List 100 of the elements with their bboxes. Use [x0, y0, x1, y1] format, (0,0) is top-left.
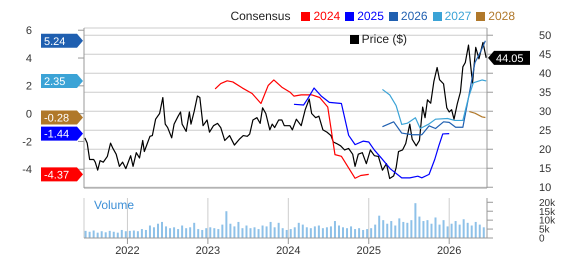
bar: [418, 216, 420, 238]
bar: [442, 220, 445, 238]
bar: [430, 224, 432, 238]
bar: [193, 222, 196, 238]
bar: [294, 227, 296, 238]
bar: [390, 221, 392, 238]
bar: [140, 229, 143, 238]
bar: [370, 228, 372, 238]
bar: [446, 226, 449, 238]
bar: [245, 226, 248, 238]
y2-tick-label: 50: [539, 30, 552, 42]
x-tick-label: 2025: [356, 244, 381, 257]
legend-label: Price ($): [362, 32, 407, 46]
legend-label: 2028: [488, 9, 515, 23]
bar: [225, 211, 228, 238]
legend-label: 2026: [400, 9, 428, 23]
bar: [241, 228, 244, 238]
bar: [438, 224, 441, 238]
y-tick-label: 6: [26, 25, 32, 38]
legend-title: Consensus: [230, 9, 290, 23]
bar: [217, 229, 220, 238]
bar: [462, 219, 465, 238]
y2-tick-label: 20: [539, 144, 552, 156]
bar: [314, 226, 316, 238]
bar: [422, 221, 424, 238]
y-tick-label: 0: [26, 108, 32, 121]
bar: [330, 226, 332, 238]
bar: [144, 230, 147, 238]
y2-tick-label: 25: [539, 125, 552, 138]
bar: [181, 226, 184, 238]
bar: [290, 229, 292, 238]
bar: [434, 217, 437, 238]
x-tick-label: 2022: [115, 244, 140, 257]
bar: [148, 226, 151, 238]
text: -0.28: [44, 112, 70, 125]
bar: [229, 224, 232, 238]
bar: [185, 228, 188, 238]
bar: [262, 226, 264, 238]
bar: [474, 222, 477, 238]
bar: [458, 224, 461, 238]
legend-label: 2024: [313, 9, 340, 23]
bar: [426, 220, 428, 238]
bar: [201, 230, 204, 238]
bar: [478, 224, 481, 238]
bar: [173, 227, 176, 238]
bar: [124, 231, 127, 238]
bar: [450, 224, 453, 238]
bar: [132, 230, 135, 238]
bar: [169, 228, 172, 238]
line-series: [382, 79, 487, 130]
y2-tick-label: 40: [539, 68, 552, 80]
bar: [410, 220, 412, 238]
bar: [386, 224, 388, 238]
y2-tick-label: 35: [539, 87, 552, 100]
bar: [306, 227, 308, 238]
line-series: [293, 87, 450, 178]
bar: [318, 226, 320, 238]
x-tick-label: 2026: [436, 244, 462, 257]
data-label: 44.05: [496, 52, 524, 65]
bar: [354, 229, 356, 238]
x-tick-label: 2024: [276, 244, 301, 257]
bar: [326, 227, 328, 238]
bar: [278, 222, 280, 238]
bar: [258, 229, 260, 238]
bar: [334, 221, 336, 238]
bar: [362, 230, 364, 238]
bar: [221, 224, 224, 238]
bar: [338, 226, 340, 238]
bar: [374, 224, 376, 238]
bar: [205, 228, 208, 238]
bar: [454, 221, 457, 238]
bar: [482, 227, 485, 238]
y2-tick-label: 10: [539, 182, 552, 194]
y-tick-label: -2: [22, 136, 32, 148]
bar: [466, 222, 469, 238]
y-tick-label: 2: [26, 80, 32, 93]
bar: [358, 228, 360, 238]
bar: [250, 228, 252, 238]
bar: [156, 224, 159, 238]
bar: [96, 232, 99, 238]
bar: [233, 226, 236, 238]
text: -1.44: [44, 128, 70, 141]
bar: [108, 230, 111, 238]
y2-tick-label: 30: [539, 106, 552, 118]
bar: [322, 228, 324, 238]
bar: [342, 227, 344, 238]
bar: [177, 229, 180, 238]
bar: [237, 222, 240, 238]
bar: [270, 222, 272, 238]
y-tick-label: 5k: [539, 224, 551, 236]
bar: [100, 231, 103, 238]
bar: [266, 226, 268, 238]
bar: [298, 222, 300, 238]
bar: [165, 226, 168, 238]
bar: [120, 230, 123, 238]
bar: [128, 230, 131, 238]
legend-label: 2025: [357, 9, 384, 23]
chart-title: Volume: [94, 198, 134, 212]
bar: [382, 220, 384, 238]
text: 5.24: [44, 36, 66, 48]
